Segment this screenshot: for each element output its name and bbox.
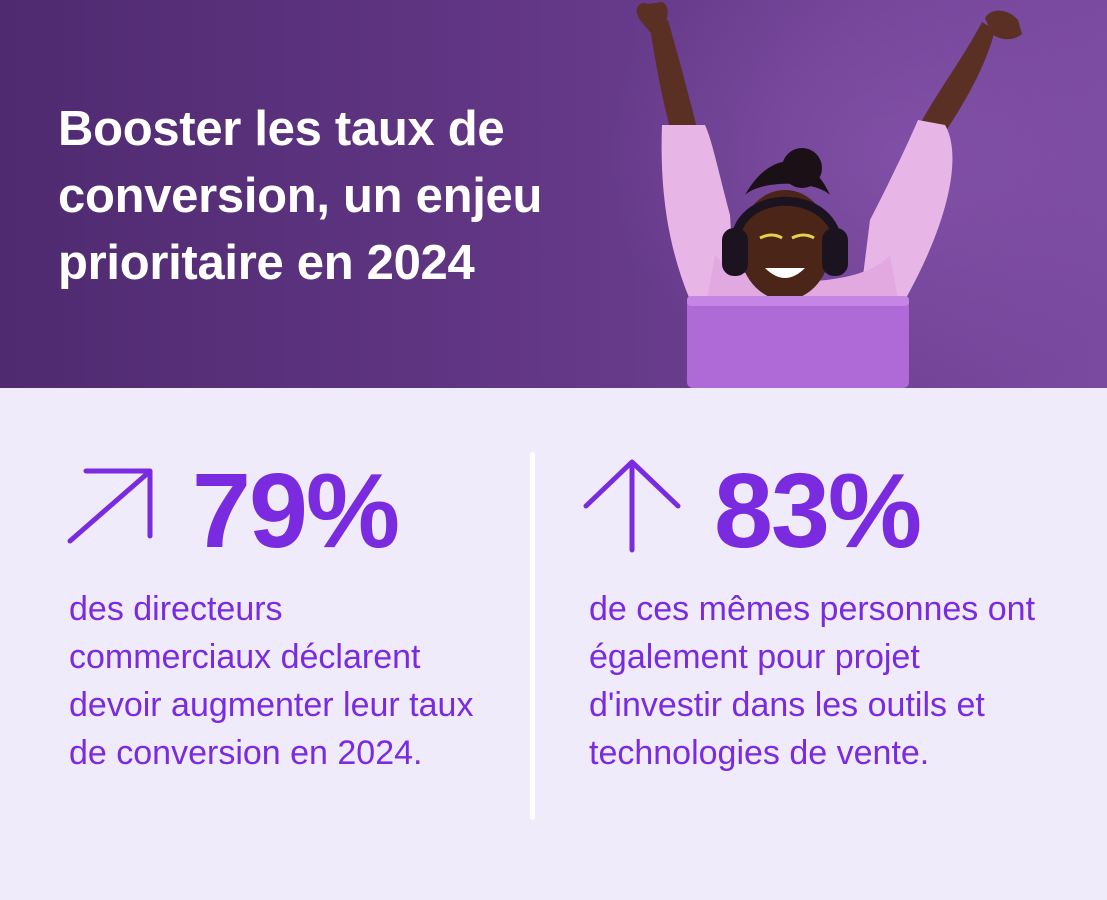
stat-value-79: 79% <box>192 452 400 570</box>
stat-description-1: des directeurs commerciaux déclarent dev… <box>69 590 474 772</box>
headline: Booster les taux de conversion, un enjeu… <box>58 102 543 290</box>
hero-banner: Booster les taux de conversion, un enjeu… <box>0 0 1107 388</box>
arrow-up-right-icon <box>67 468 153 544</box>
arrow-up-icon <box>583 459 681 553</box>
celebrating-person-photo <box>600 0 1107 388</box>
stat-value-83: 83% <box>714 452 922 570</box>
stat-description-2: de ces mêmes personnes ont également pou… <box>589 590 1036 772</box>
statistics-section: 79% des directeurs commerciaux déclarent… <box>0 388 1107 900</box>
divider <box>530 452 535 820</box>
